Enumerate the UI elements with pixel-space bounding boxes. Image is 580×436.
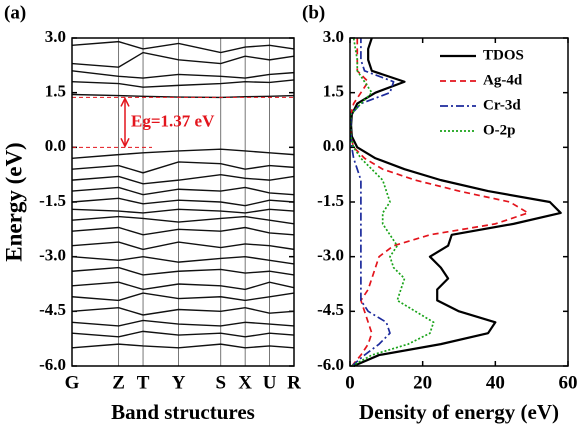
arrow-head [120,137,130,149]
band-line [71,186,295,196]
band-line [71,197,295,207]
band-line [71,319,295,327]
x-tick-label: 60 [559,372,578,393]
y-axis-title: Energy (eV) [1,142,26,261]
band-line [71,173,295,185]
x-tick-label: Y [172,372,186,393]
x-tick-label: R [287,372,301,393]
x-tick-label: T [137,372,150,393]
x-tick-label: U [263,372,277,393]
band-line [71,255,295,265]
y-tick-label: -4.5 [39,300,66,319]
x-tick-label: 20 [413,372,432,393]
x-tick-label: X [238,372,252,393]
x-tick-label: Z [112,372,125,393]
band-line [71,51,295,68]
band-line [71,215,295,225]
panel-label: (a) [4,2,26,23]
y-tick-label: 0.0 [323,136,344,155]
y-tick-label: 1.5 [45,82,66,101]
band-line [71,281,295,291]
band-line [71,226,295,236]
band-line [71,330,295,338]
plot-frame [71,37,295,367]
band-line [71,241,295,251]
x-axis-title: Band structures [111,400,255,424]
y-tick-label: 1.5 [323,82,344,101]
band-line [71,266,295,276]
x-tick-label: 0 [345,372,355,393]
dos-line [349,38,395,367]
y-tick-label: -6.0 [39,355,66,374]
band-line [71,292,295,302]
x-tick-label: S [215,372,226,393]
band-line [71,93,295,99]
legend-label: Ag-4d [483,72,523,88]
dos-line [349,37,435,367]
legend-label: TDOS [483,47,524,63]
band-line [71,343,295,349]
band-line [71,40,295,54]
y-tick-label: 3.0 [323,27,344,46]
band-line [71,306,295,316]
y-tick-label: -4.5 [317,300,344,319]
dos-line [349,38,529,367]
x-axis-title: Density of energy (eV) [359,400,559,424]
arrow-head [120,96,130,107]
band-line [71,148,295,159]
y-tick-label: -6.0 [317,355,344,374]
y-tick-label: -3.0 [317,246,344,265]
band-line [71,70,295,79]
x-tick-label: 40 [486,372,505,393]
legend-label: Cr-3d [483,97,521,113]
plot-frame [349,37,569,367]
x-tick-label: G [65,372,80,393]
y-tick-label: 3.0 [45,27,66,46]
band-line [71,79,295,88]
y-tick-label: -1.5 [317,191,344,210]
y-tick-label: -1.5 [39,191,66,210]
gap-label: Eg=1.37 eV [131,111,215,130]
legend-label: O-2p [483,122,516,138]
band-line [71,161,295,174]
panel-label: (b) [302,2,325,23]
y-tick-label: 0.0 [45,136,66,155]
band-line [71,208,295,214]
y-tick-label: -3.0 [39,246,66,265]
dos-line [349,37,562,368]
